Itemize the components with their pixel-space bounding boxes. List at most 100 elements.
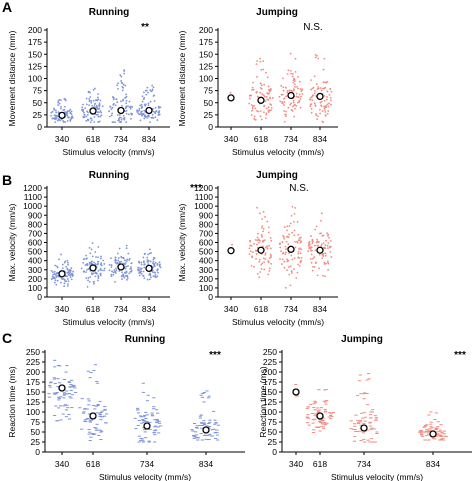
data-point	[285, 110, 287, 113]
data-point	[159, 263, 161, 266]
data-point	[256, 272, 259, 275]
data-point	[148, 248, 151, 251]
x-tick-label: 618	[86, 134, 100, 144]
data-point	[70, 113, 73, 115]
mean-marker	[89, 264, 97, 272]
data-point	[147, 263, 150, 266]
data-point	[110, 114, 113, 117]
y-tick-label: 200	[199, 274, 213, 284]
data-point	[99, 115, 102, 118]
mean-marker	[292, 388, 300, 396]
mean-marker	[145, 106, 153, 115]
data-point	[87, 279, 89, 282]
data-point	[123, 117, 126, 119]
data-point	[121, 85, 124, 88]
y-tick-label: 800	[28, 219, 42, 229]
data-point	[125, 270, 128, 273]
data-point	[287, 69, 290, 72]
data-point	[153, 100, 156, 102]
data-point	[88, 98, 91, 100]
y-tick-label: 200	[28, 25, 42, 35]
data-point	[91, 255, 94, 258]
data-point	[297, 87, 299, 90]
data-point	[99, 267, 102, 270]
data-point	[125, 260, 128, 262]
data-point	[260, 68, 263, 71]
data-point	[294, 240, 296, 243]
data-point	[68, 110, 71, 112]
data-point	[323, 57, 326, 60]
data-point	[291, 110, 294, 112]
data-point	[51, 110, 54, 113]
data-point	[328, 93, 331, 96]
data-point	[154, 261, 157, 264]
data-point	[263, 104, 266, 107]
data-point	[116, 84, 119, 87]
data-point	[290, 214, 293, 217]
data-point	[112, 96, 115, 99]
x-tick-label: 340	[224, 304, 238, 314]
data-point	[290, 272, 293, 274]
panel-letter-c: C	[2, 330, 12, 346]
data-point	[122, 274, 125, 277]
data-point	[323, 109, 326, 111]
data-point	[294, 86, 296, 88]
data-point	[110, 257, 112, 260]
data-point	[124, 84, 127, 87]
data-point	[51, 275, 54, 278]
chart-panel-a-running: Running ** 0 25 50 75 100 125 150 175 200 340 618 734…	[7, 7, 170, 157]
data-point	[298, 257, 301, 259]
data-point	[299, 88, 302, 90]
data-point	[148, 273, 151, 276]
data-point	[312, 86, 315, 89]
data-point	[287, 106, 290, 109]
mean-marker	[287, 245, 295, 253]
data-point	[300, 90, 302, 93]
data-point	[297, 263, 300, 266]
data-point	[266, 245, 269, 248]
data-point	[310, 261, 313, 264]
data-point	[265, 107, 268, 110]
data-point	[114, 104, 117, 107]
data-point	[110, 275, 113, 277]
data-point	[65, 280, 68, 283]
data-point	[146, 86, 149, 89]
data-point	[295, 277, 298, 279]
data-point	[50, 111, 53, 114]
data-point	[129, 107, 132, 110]
data-point	[289, 103, 292, 106]
data-point	[312, 257, 314, 260]
data-point	[251, 109, 253, 112]
data-point	[140, 261, 143, 264]
data-point	[148, 278, 151, 281]
data-point	[324, 254, 327, 257]
data-point	[323, 263, 326, 265]
data-point	[288, 225, 291, 227]
data-point	[280, 250, 282, 253]
data-point	[98, 102, 101, 105]
data-point	[97, 260, 100, 263]
data-point	[308, 247, 311, 250]
data-point	[293, 257, 296, 260]
data-point	[263, 268, 266, 271]
data-point	[296, 101, 299, 104]
data-point	[137, 266, 140, 269]
y-tick-label: 900	[28, 210, 42, 220]
data-point	[152, 262, 154, 265]
y-tick-label: 100	[28, 74, 42, 84]
y-tick-label: 600	[199, 238, 213, 248]
data-point	[57, 101, 60, 104]
data-point	[91, 242, 94, 245]
data-point	[120, 118, 123, 121]
data-point	[97, 93, 100, 96]
data-point	[297, 233, 300, 236]
data-point	[67, 263, 69, 266]
data-point	[262, 94, 265, 96]
data-point	[93, 121, 96, 123]
y-tick-label: 1100	[195, 192, 214, 202]
data-point	[327, 110, 330, 112]
data-point	[143, 266, 146, 269]
data-point	[262, 60, 265, 63]
data-point	[139, 271, 141, 273]
data-point	[98, 120, 101, 123]
